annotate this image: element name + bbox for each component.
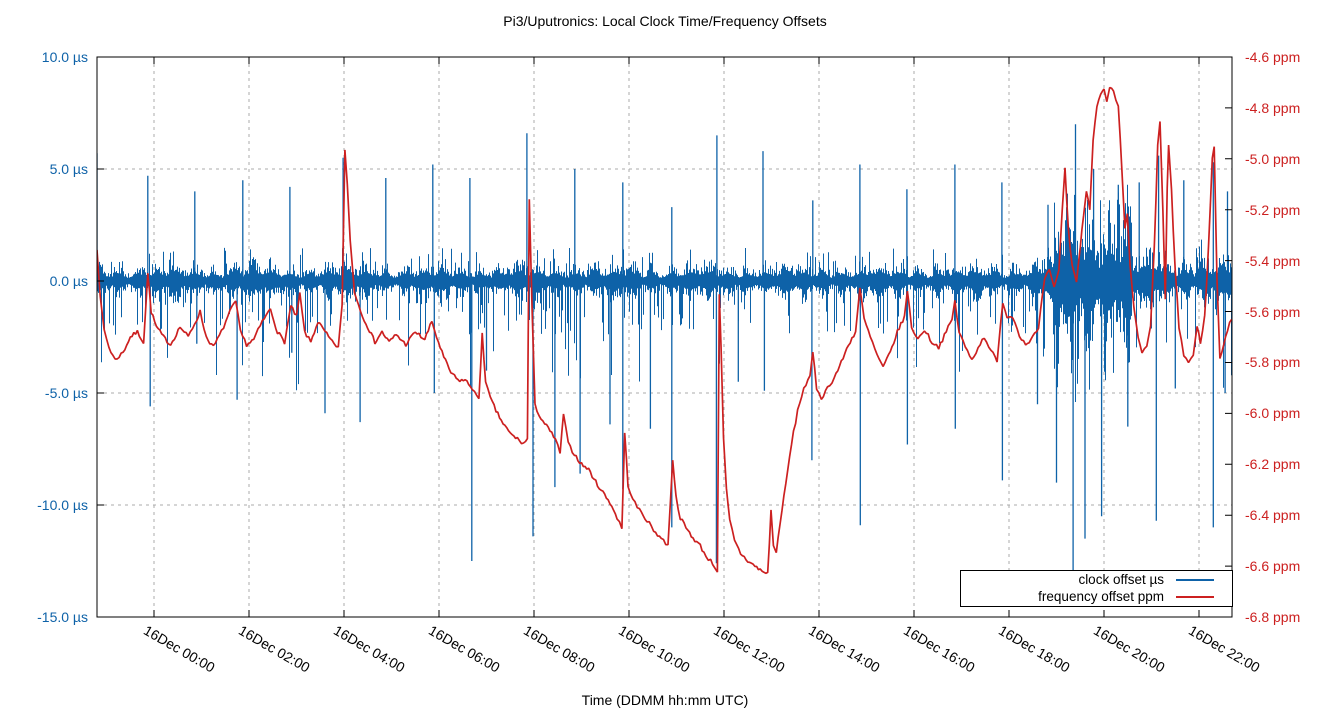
legend-line-frequency-offset bbox=[1176, 596, 1214, 598]
y-right-tick-label: -6.8 ppm bbox=[1245, 609, 1301, 625]
legend: clock offset µs frequency offset ppm bbox=[960, 570, 1233, 607]
y-right-tick-label: -5.4 ppm bbox=[1245, 252, 1301, 269]
y-left-tick-label: -15.0 µs bbox=[37, 609, 88, 625]
y-right-tick-label: -6.4 ppm bbox=[1245, 507, 1301, 524]
y-left-tick-label: 5.0 µs bbox=[49, 161, 88, 177]
y-right-tick-label: -5.8 ppm bbox=[1245, 354, 1301, 371]
y-right-tick-label: -5.0 ppm bbox=[1245, 150, 1301, 167]
legend-item-clock-offset: clock offset µs bbox=[961, 572, 1214, 588]
y-right-tick-label: -6.0 ppm bbox=[1245, 405, 1301, 422]
y-right-tick-label: -5.6 ppm bbox=[1245, 303, 1301, 320]
y-left-tick-label: -10.0 µs bbox=[37, 497, 88, 513]
y-right-tick-label: -6.2 ppm bbox=[1245, 456, 1301, 473]
y-left-tick-label: 10.0 µs bbox=[41, 49, 88, 65]
y-left-tick-label: 0.0 µs bbox=[49, 273, 88, 289]
y-left-tick-label: -5.0 µs bbox=[44, 385, 88, 401]
y-right-tick-label: -4.6 ppm bbox=[1245, 49, 1301, 65]
chart-title: Pi3/Uputronics: Local Clock Time/Frequen… bbox=[503, 13, 827, 29]
legend-line-clock-offset bbox=[1176, 579, 1214, 581]
y-right-tick-label: -4.8 ppm bbox=[1245, 99, 1301, 116]
y-right-tick-label: -5.2 ppm bbox=[1245, 201, 1301, 218]
legend-item-frequency-offset: frequency offset ppm bbox=[961, 589, 1214, 605]
x-axis-title: Time (DDMM hh:mm UTC) bbox=[581, 692, 749, 708]
legend-label-frequency-offset: frequency offset ppm bbox=[1038, 589, 1164, 604]
y-right-tick-label: -6.6 ppm bbox=[1245, 558, 1301, 575]
legend-label-clock-offset: clock offset µs bbox=[1078, 572, 1164, 587]
